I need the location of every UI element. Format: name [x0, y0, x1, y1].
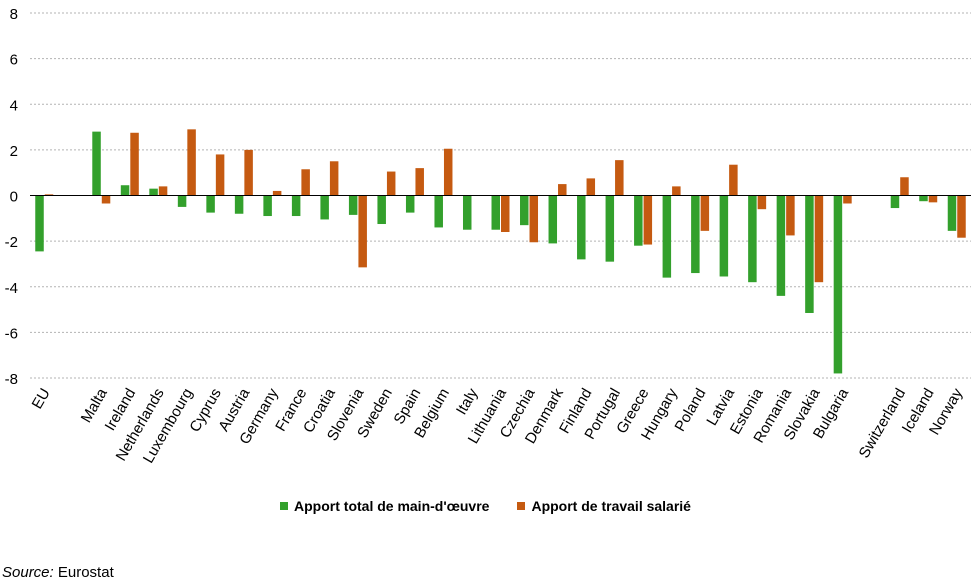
legend-item-salarie: Apport de travail salarié	[517, 498, 691, 514]
bar-total	[719, 195, 729, 277]
bar-total	[177, 195, 187, 207]
bar-salarie	[529, 195, 539, 243]
bar-total	[605, 195, 615, 262]
bar-total	[691, 195, 700, 274]
y-tick-label: -6	[5, 325, 18, 342]
bar-salarie	[158, 186, 168, 196]
y-tick-label: -2	[5, 234, 18, 251]
y-tick-label: 4	[10, 97, 18, 114]
bar-total	[405, 195, 415, 213]
y-tick-label: 0	[10, 189, 18, 206]
bar-salarie	[900, 177, 909, 196]
bar-salarie	[615, 160, 624, 196]
bar-salarie	[501, 195, 510, 232]
bar-total	[520, 195, 529, 226]
bar-total	[491, 195, 500, 230]
bar-salarie	[843, 195, 852, 204]
bar-total	[462, 195, 472, 230]
legend-label-salarie: Apport de travail salarié	[531, 498, 691, 514]
bar-salarie	[215, 154, 225, 196]
legend: Apport total de main-d'œuvre Apport de t…	[0, 498, 971, 514]
bar-salarie	[814, 195, 824, 283]
source-text: Eurostat	[53, 564, 114, 581]
bar-salarie	[244, 149, 253, 196]
y-tick-label: 2	[10, 143, 18, 160]
bar-total	[805, 195, 814, 313]
bar-total	[120, 185, 130, 196]
legend-swatch-salarie	[517, 502, 526, 510]
bar-total	[291, 195, 301, 217]
y-tick-label: 8	[10, 6, 18, 23]
bar-total	[263, 195, 272, 217]
bar-salarie	[643, 195, 653, 245]
bar-salarie	[757, 195, 767, 210]
bar-total	[748, 195, 757, 283]
bar-salarie	[272, 190, 282, 196]
bar-salarie	[443, 148, 453, 196]
bar-salarie	[386, 171, 396, 196]
bar-salarie	[44, 194, 54, 196]
bar-salarie	[329, 161, 339, 196]
bar-total	[149, 188, 158, 196]
bar-total	[776, 195, 786, 296]
y-tick-label: -8	[5, 371, 18, 388]
x-tick-label: EU	[29, 386, 54, 413]
bar-total	[206, 195, 215, 213]
bar-total	[919, 195, 928, 202]
bar-salarie	[301, 169, 310, 196]
bar-salarie	[586, 178, 596, 196]
bar-total	[548, 195, 558, 244]
legend-item-total: Apport total de main-d'œuvre	[280, 498, 489, 514]
bar-total	[234, 195, 244, 214]
source-label: Source:	[2, 564, 54, 581]
bar-total	[348, 195, 358, 215]
bar-salarie	[558, 184, 567, 196]
legend-swatch-total	[280, 502, 289, 510]
y-tick-label: -4	[5, 280, 18, 297]
bar-salarie	[415, 168, 424, 196]
bar-total	[577, 195, 586, 260]
bar-salarie	[786, 195, 795, 236]
bar-salarie	[729, 164, 738, 196]
bar-total	[634, 195, 643, 246]
bar-total	[890, 195, 900, 209]
bar-salarie	[700, 195, 710, 231]
bar-salarie	[101, 195, 111, 204]
bar-total	[320, 195, 329, 220]
legend-label-total: Apport total de main-d'œuvre	[294, 498, 490, 514]
bar-salarie	[672, 186, 681, 196]
bar-salarie	[130, 132, 139, 196]
bar-total	[833, 195, 843, 374]
bar-total	[35, 195, 44, 252]
y-tick-label: 6	[10, 52, 18, 69]
bar-total	[377, 195, 386, 225]
source-note: Source: Eurostat	[2, 564, 114, 581]
bar-salarie	[957, 195, 966, 238]
x-tick-label: Italy	[453, 385, 482, 418]
bar-salarie	[187, 129, 196, 196]
bar-salarie	[358, 195, 367, 268]
bar-salarie	[928, 195, 938, 203]
bar-total	[92, 131, 101, 196]
bar-total	[662, 195, 672, 278]
bar-total	[947, 195, 957, 231]
bar-total	[434, 195, 443, 228]
